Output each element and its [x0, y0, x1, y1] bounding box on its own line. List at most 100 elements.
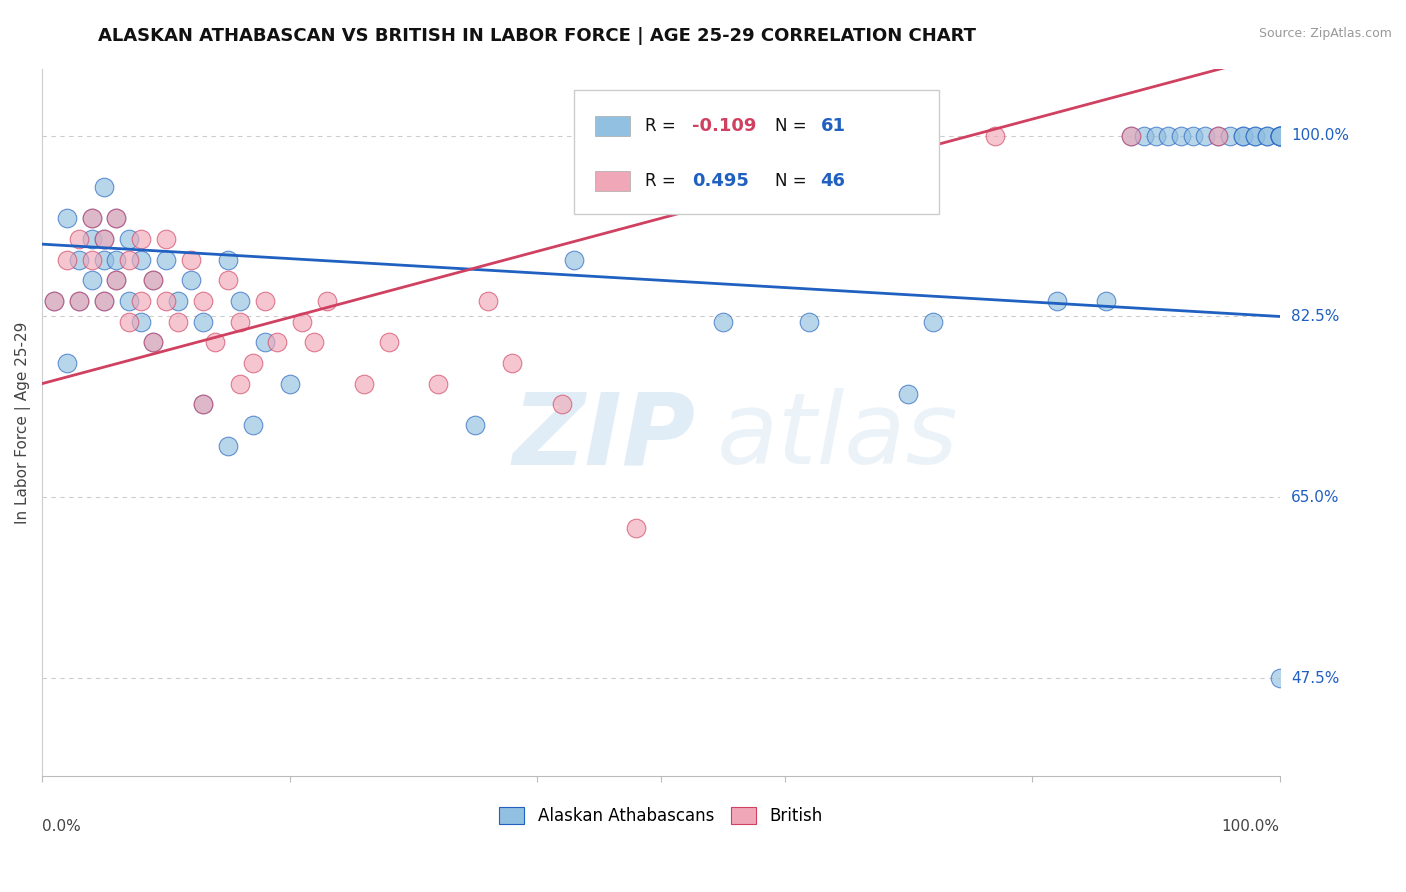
Point	[711, 315, 734, 329]
Point	[56, 252, 79, 267]
Point	[1206, 128, 1229, 143]
Point	[118, 315, 141, 329]
Point	[118, 293, 141, 308]
Point	[93, 232, 115, 246]
Point	[501, 356, 523, 370]
Text: 0.495: 0.495	[692, 172, 749, 190]
Point	[142, 273, 165, 287]
Text: atlas: atlas	[717, 388, 959, 485]
Point	[799, 128, 821, 143]
Point	[229, 293, 252, 308]
Point	[1256, 128, 1278, 143]
Point	[191, 397, 214, 411]
Point	[1268, 128, 1291, 143]
Point	[217, 273, 239, 287]
Point	[1157, 128, 1180, 143]
Text: 0.0%: 0.0%	[42, 819, 82, 834]
Point	[118, 252, 141, 267]
Point	[129, 293, 152, 308]
Point	[191, 397, 214, 411]
Point	[1121, 128, 1143, 143]
Point	[229, 376, 252, 391]
Point	[253, 293, 276, 308]
Point	[129, 315, 152, 329]
Point	[129, 252, 152, 267]
Point	[897, 128, 920, 143]
Point	[191, 293, 214, 308]
Point	[80, 252, 103, 267]
Point	[155, 293, 177, 308]
Point	[191, 315, 214, 329]
Point	[1256, 128, 1278, 143]
Text: -0.109: -0.109	[692, 117, 756, 135]
Point	[984, 128, 1007, 143]
Point	[1046, 293, 1069, 308]
Point	[204, 335, 226, 350]
Point	[353, 376, 375, 391]
Point	[1121, 128, 1143, 143]
Point	[266, 335, 288, 350]
Point	[1194, 128, 1216, 143]
Point	[1219, 128, 1241, 143]
FancyBboxPatch shape	[595, 171, 630, 191]
Point	[93, 180, 115, 194]
Point	[278, 376, 301, 391]
Point	[167, 315, 190, 329]
Point	[67, 293, 90, 308]
Point	[1182, 128, 1205, 143]
Text: 46: 46	[821, 172, 845, 190]
Text: R =: R =	[645, 117, 681, 135]
Point	[1170, 128, 1192, 143]
Point	[1132, 128, 1154, 143]
Point	[799, 315, 821, 329]
Point	[427, 376, 450, 391]
Point	[242, 356, 264, 370]
Text: 65.0%: 65.0%	[1291, 490, 1340, 505]
FancyBboxPatch shape	[595, 116, 630, 136]
Point	[1095, 293, 1118, 308]
Point	[44, 293, 66, 308]
Point	[129, 232, 152, 246]
Point	[304, 335, 326, 350]
Point	[1144, 128, 1167, 143]
Point	[1244, 128, 1267, 143]
Point	[80, 211, 103, 226]
Point	[1268, 128, 1291, 143]
Point	[93, 293, 115, 308]
Point	[142, 335, 165, 350]
Point	[562, 252, 585, 267]
Point	[56, 356, 79, 370]
Point	[105, 252, 128, 267]
Point	[142, 273, 165, 287]
Text: ALASKAN ATHABASCAN VS BRITISH IN LABOR FORCE | AGE 25-29 CORRELATION CHART: ALASKAN ATHABASCAN VS BRITISH IN LABOR F…	[98, 27, 976, 45]
Point	[180, 273, 202, 287]
Point	[80, 232, 103, 246]
Point	[155, 252, 177, 267]
Y-axis label: In Labor Force | Age 25-29: In Labor Force | Age 25-29	[15, 321, 31, 524]
Point	[377, 335, 399, 350]
Point	[67, 252, 90, 267]
Point	[105, 211, 128, 226]
Point	[242, 417, 264, 432]
Point	[1268, 671, 1291, 685]
Point	[93, 232, 115, 246]
Point	[1232, 128, 1254, 143]
Point	[105, 273, 128, 287]
Point	[67, 293, 90, 308]
Point	[464, 417, 486, 432]
Text: ZIP: ZIP	[512, 388, 696, 485]
Point	[229, 315, 252, 329]
FancyBboxPatch shape	[574, 90, 939, 213]
Point	[1268, 128, 1291, 143]
Point	[56, 211, 79, 226]
Point	[897, 387, 920, 401]
Point	[80, 211, 103, 226]
Point	[105, 273, 128, 287]
Point	[1244, 128, 1267, 143]
Point	[142, 335, 165, 350]
Text: R =: R =	[645, 172, 681, 190]
Point	[922, 315, 945, 329]
Text: 61: 61	[821, 117, 845, 135]
Text: N =: N =	[775, 117, 811, 135]
Text: 100.0%: 100.0%	[1291, 128, 1348, 144]
